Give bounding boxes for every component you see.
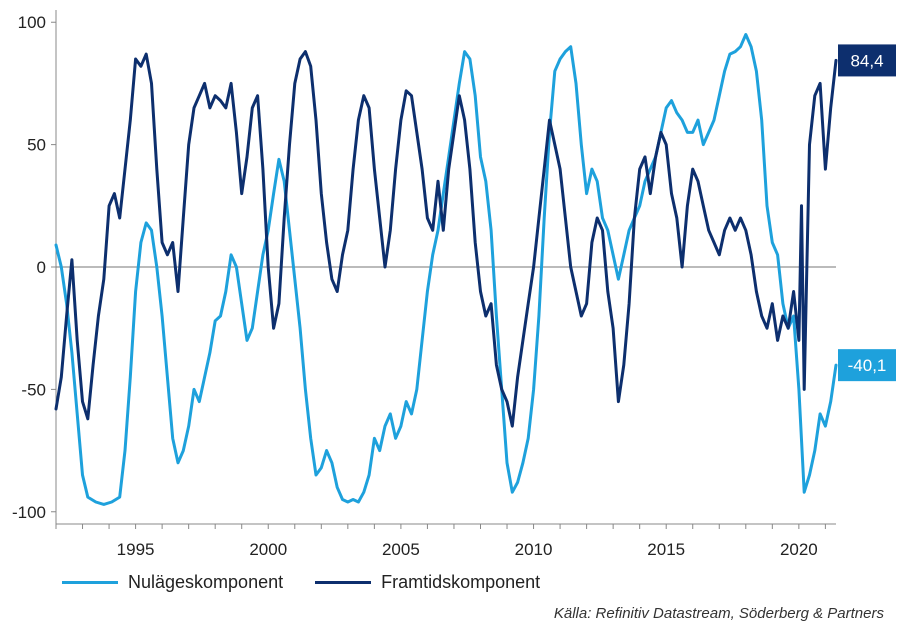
x-tick-label: 2005: [382, 540, 420, 559]
series-line-nulage: [54, 33, 838, 506]
legend-swatch-framtid: [315, 581, 372, 584]
legend: Nulägeskomponent Framtidskomponent: [62, 572, 572, 593]
source-note: Källa: Refinitiv Datastream, Söderberg &…: [553, 605, 884, 622]
x-tick-label: 2015: [647, 540, 685, 559]
x-tick-label: 2010: [515, 540, 553, 559]
y-tick-label: -100: [12, 503, 46, 522]
x-tick-labels: 1995 2000 2005 2010 2015 2020: [117, 540, 818, 559]
x-tick-label: 1995: [117, 540, 155, 559]
y-tick-label: 0: [37, 258, 46, 277]
end-label-text: -40,1: [848, 356, 887, 375]
x-tick-label: 2020: [780, 540, 818, 559]
legend-item-nulage: Nulägeskomponent: [62, 572, 283, 593]
y-tick-label: 100: [18, 13, 46, 32]
end-label-box: [838, 349, 896, 382]
series-line-framtid: [54, 50, 838, 428]
end-label-text: 84,4: [850, 51, 883, 70]
y-tick-label: 50: [27, 136, 46, 155]
legend-swatch-nulage: [62, 581, 118, 584]
y-tick-labels: 100 50 0 -50 -100: [12, 13, 46, 522]
end-labels: -40,1 84,4: [838, 44, 896, 382]
legend-label-framtid: Framtidskomponent: [381, 572, 541, 592]
x-tick-label: 2000: [249, 540, 287, 559]
legend-label-nulage: Nulägeskomponent: [128, 572, 284, 592]
legend-item-framtid: Framtidskomponent: [315, 572, 540, 593]
series-layer: [54, 33, 838, 506]
axes: [51, 10, 836, 529]
y-tick-label: -50: [21, 380, 46, 399]
end-label-box: [838, 44, 896, 77]
